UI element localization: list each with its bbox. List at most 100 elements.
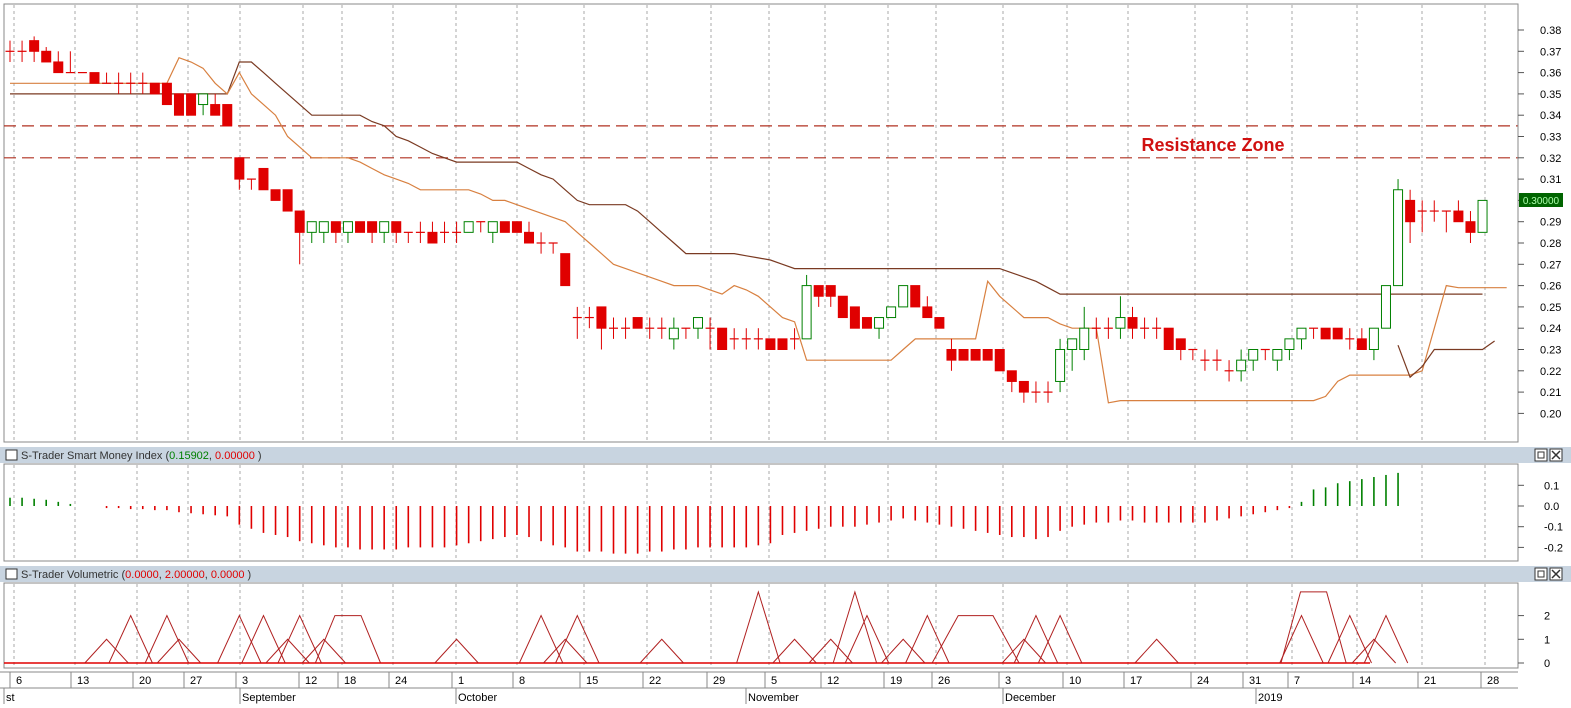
- candle: [1345, 328, 1355, 350]
- volumetric-peak: [144, 614, 190, 664]
- y-tick-label: 0.23: [1540, 345, 1561, 357]
- smi-panel[interactable]: 0.1 0.0 -0.1 -0.2: [3, 463, 1563, 562]
- candle: [1477, 199, 1488, 233]
- volumetric-value-1: 0.0000: [125, 569, 159, 581]
- candle: [1309, 327, 1319, 339]
- volumetric-peak: [905, 614, 950, 664]
- candle: [741, 328, 751, 350]
- candle: [861, 317, 872, 329]
- candle: [1441, 210, 1451, 233]
- price-grid: [13, 5, 1486, 441]
- y-tick-label: 0.0: [1544, 501, 1559, 513]
- volumetric-grid: [13, 584, 1486, 667]
- window-icon: [5, 568, 18, 580]
- candle: [379, 221, 390, 243]
- date-tick-label: 29: [713, 675, 725, 687]
- candle: [668, 317, 679, 350]
- candle: [29, 36, 40, 62]
- y-tick-label: 0: [1544, 658, 1550, 670]
- candle: [1320, 327, 1331, 340]
- volumetric-peak: [772, 638, 817, 664]
- window-icon: [5, 449, 18, 461]
- volumetric-value-3: 0.0000: [211, 569, 245, 581]
- volumetric-peak: [241, 614, 286, 664]
- candle: [511, 221, 522, 233]
- y-tick-label: 0.28: [1540, 238, 1561, 250]
- month-label: st: [6, 692, 15, 704]
- volumetric-peak: [518, 614, 564, 664]
- volumetric-peak: [639, 638, 684, 664]
- y-tick-label: 0.36: [1540, 68, 1561, 80]
- smi-maximize-button[interactable]: [1534, 448, 1548, 462]
- candle: [210, 93, 221, 116]
- candle: [886, 306, 897, 319]
- upper-band-line: [10, 61, 1483, 295]
- volumetric-maximize-button[interactable]: [1534, 567, 1548, 581]
- candle: [1127, 306, 1138, 339]
- candle: [186, 93, 197, 116]
- candle: [813, 285, 824, 307]
- date-tick-label: 28: [1487, 675, 1499, 687]
- candle: [17, 40, 27, 62]
- candle: [499, 221, 510, 233]
- volumetric-peak: [931, 615, 1020, 664]
- candle: [1163, 327, 1174, 351]
- y-tick-label: 0.38: [1540, 25, 1561, 37]
- last-price-label: 0.30000: [1523, 196, 1560, 207]
- candle: [403, 231, 413, 243]
- candle: [874, 317, 885, 339]
- candle: [1284, 338, 1295, 361]
- candle: [705, 317, 715, 350]
- candle: [717, 327, 728, 351]
- y-tick-label: 0.37: [1540, 46, 1561, 58]
- volumetric-peak: [1351, 638, 1397, 664]
- candle: [258, 167, 269, 191]
- candle: [1212, 349, 1222, 371]
- candle: [982, 349, 993, 361]
- candle: [1417, 200, 1427, 233]
- candle: [536, 232, 546, 254]
- date-tick-label: 24: [1197, 675, 1209, 687]
- candle: [342, 221, 353, 243]
- candle: [89, 72, 100, 84]
- candle: [1393, 179, 1404, 287]
- month-label: December: [1005, 692, 1056, 704]
- month-label: November: [748, 692, 799, 704]
- candle: [246, 178, 256, 190]
- volumetric-peak: [1134, 638, 1179, 664]
- smi-close-button[interactable]: [1549, 448, 1563, 462]
- candle: [837, 295, 848, 319]
- candle: [1188, 348, 1198, 361]
- candle: [1380, 285, 1391, 329]
- smi-value-1: 0.15902: [169, 450, 209, 462]
- candle: [1018, 380, 1029, 403]
- smi-panel-header: S-Trader Smart Money Index (0.15902, 0.0…: [0, 447, 1571, 463]
- maximize-icon: [1537, 570, 1545, 578]
- date-tick-label: 3: [242, 675, 248, 687]
- volumetric-panel[interactable]: 2 1 0: [3, 582, 1550, 670]
- candles: [5, 36, 1488, 403]
- candle: [692, 317, 703, 339]
- close-icon: [1551, 450, 1561, 460]
- close-icon: [1551, 569, 1561, 579]
- price-panel[interactable]: Resistance Zone 0.20 0.21 0.22 0.23 0.24 0.25…: [3, 3, 1563, 443]
- date-tick-label: 13: [77, 675, 89, 687]
- last-price-badge: 0.30000: [1519, 193, 1563, 207]
- candle: [427, 221, 438, 244]
- candle: [1006, 370, 1017, 393]
- candle: [126, 72, 136, 94]
- y-tick-label: 0.24: [1540, 323, 1561, 335]
- candle: [548, 242, 558, 254]
- candle: [910, 285, 921, 308]
- y-tick-label: 0.1: [1544, 480, 1559, 492]
- smi-panel-title: S-Trader Smart Money Index: [21, 450, 163, 462]
- candle: [1272, 349, 1283, 371]
- candle: [391, 221, 402, 243]
- date-axis: 6 13 20 27 3 12 18 24 1 8 15 22 29 5 12 19 26 3 10 17 24 31 7 1…: [0, 671, 1518, 708]
- date-tick-label: 12: [305, 675, 317, 687]
- candle: [621, 317, 631, 339]
- volumetric-close-button[interactable]: [1549, 567, 1563, 581]
- date-tick-label: 3: [1005, 675, 1011, 687]
- candle: [1465, 211, 1476, 243]
- date-tick-label: 20: [139, 675, 151, 687]
